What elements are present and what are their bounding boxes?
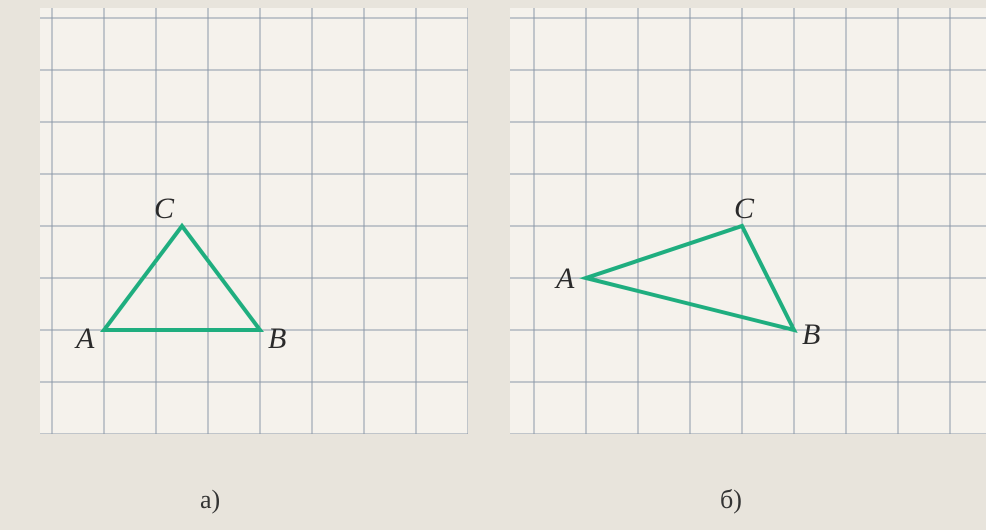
vertex-label-C-a: C bbox=[154, 192, 175, 225]
vertex-label-B-b: B bbox=[802, 318, 820, 351]
vertex-label-A-b: A bbox=[554, 262, 575, 295]
vertex-label-C-b: C bbox=[734, 192, 755, 225]
figure-b-panel: A B C bbox=[510, 8, 986, 434]
vertex-label-B-a: B bbox=[268, 322, 286, 355]
figure-b-caption: б) bbox=[720, 485, 742, 515]
figure-b-svg: A B C bbox=[510, 8, 986, 434]
figure-a-svg: A B C bbox=[40, 8, 468, 434]
figure-a-caption: а) bbox=[200, 485, 220, 515]
figure-a-panel: A B C bbox=[40, 8, 468, 434]
vertex-label-A-a: A bbox=[74, 322, 95, 355]
